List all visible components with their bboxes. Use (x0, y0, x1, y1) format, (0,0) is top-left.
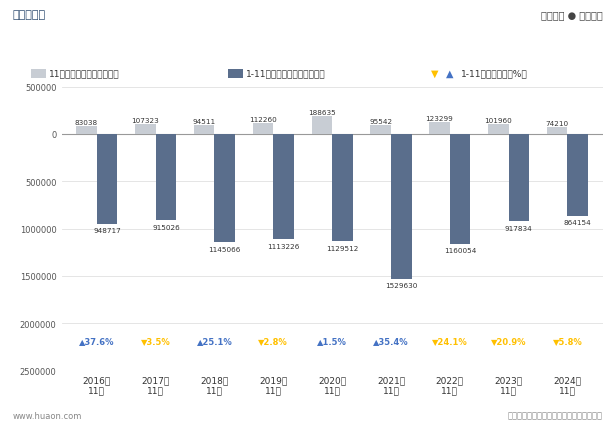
Text: 917834: 917834 (505, 225, 533, 231)
Bar (215, 135, 235, 243)
Text: 11月进出口总额（万美元）: 11月进出口总额（万美元） (49, 69, 120, 78)
Text: 864154: 864154 (564, 220, 592, 226)
Text: ▲35.4%: ▲35.4% (373, 336, 409, 345)
Text: 1529630: 1529630 (385, 283, 418, 289)
Text: www.huaon.com: www.huaon.com (12, 411, 82, 420)
Text: 1-11月同比增速（%）: 1-11月同比增速（%） (461, 69, 528, 78)
Text: 948717: 948717 (93, 228, 121, 234)
Text: 1145066: 1145066 (208, 247, 241, 253)
Bar (450, 135, 470, 244)
Bar (312, 117, 332, 135)
Text: 1129512: 1129512 (326, 245, 359, 251)
Bar (135, 124, 156, 135)
Bar (547, 127, 568, 135)
Text: 101960: 101960 (485, 118, 512, 124)
Bar (31, 69, 46, 78)
Bar (568, 135, 588, 216)
Text: ▲25.1%: ▲25.1% (197, 336, 232, 345)
Text: 112260: 112260 (249, 117, 277, 123)
Text: 107323: 107323 (132, 117, 159, 123)
Bar (97, 135, 117, 224)
Text: ▲: ▲ (446, 69, 453, 79)
Bar (253, 124, 273, 135)
Text: ▼5.8%: ▼5.8% (552, 336, 582, 345)
Text: 1160054: 1160054 (444, 248, 476, 254)
Bar (194, 126, 215, 135)
Text: 1-11月进出口总额（万美元）: 1-11月进出口总额（万美元） (246, 69, 325, 78)
Text: 华经情报网: 华经情报网 (12, 10, 46, 20)
Text: 188635: 188635 (308, 109, 336, 115)
Bar (370, 126, 391, 135)
Bar (156, 135, 177, 221)
Text: ▼3.5%: ▼3.5% (141, 336, 170, 345)
Text: 专业严谨 ● 客观科学: 专业严谨 ● 客观科学 (541, 10, 603, 20)
Text: ▼20.9%: ▼20.9% (491, 336, 526, 345)
Text: ▲1.5%: ▲1.5% (317, 336, 347, 345)
Text: 74210: 74210 (546, 121, 569, 127)
Text: ▼2.8%: ▼2.8% (258, 336, 288, 345)
Text: 83038: 83038 (75, 120, 98, 126)
Text: 95542: 95542 (369, 118, 392, 124)
Text: ▲37.6%: ▲37.6% (79, 336, 114, 345)
Bar (509, 135, 529, 221)
Bar (332, 135, 352, 241)
Bar (391, 135, 411, 279)
Text: ▼24.1%: ▼24.1% (432, 336, 467, 345)
Text: 94511: 94511 (192, 118, 216, 124)
Text: 数据来源：中国海关；华经产业研究院整理: 数据来源：中国海关；华经产业研究院整理 (508, 411, 603, 420)
Bar (273, 135, 294, 240)
Text: 2016-2024年11月山西省外商投资企业进出口总额: 2016-2024年11月山西省外商投资企业进出口总额 (183, 38, 432, 53)
Text: ▼: ▼ (430, 69, 438, 79)
Text: 123299: 123299 (426, 116, 453, 122)
Bar (76, 127, 97, 135)
Bar (488, 125, 509, 135)
Bar (228, 69, 243, 78)
Text: 1113226: 1113226 (268, 243, 300, 250)
Text: 915026: 915026 (152, 225, 180, 231)
Bar (429, 123, 450, 135)
